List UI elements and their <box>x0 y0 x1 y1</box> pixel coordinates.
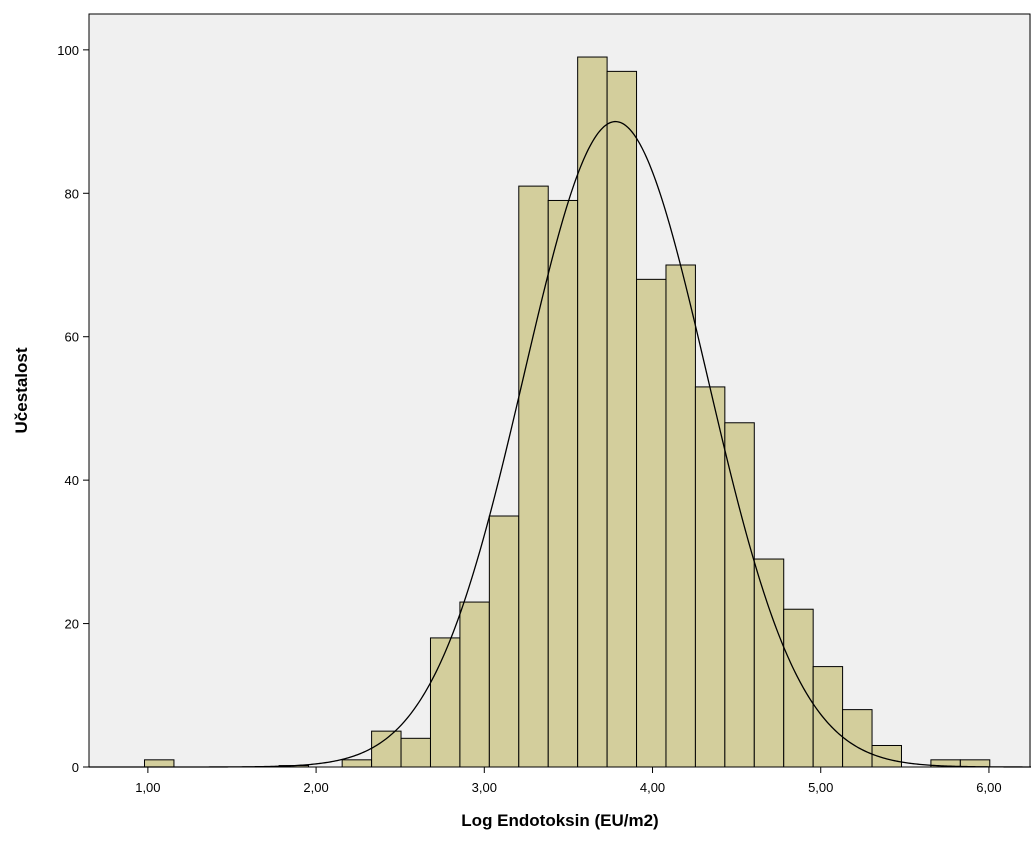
plot-frame <box>88 13 1031 768</box>
histogram-bar-9 <box>547 199 579 768</box>
histogram-bar-18 <box>812 666 844 768</box>
histogram-bar-4 <box>400 737 431 768</box>
histogram-bar-11 <box>606 70 638 768</box>
x-tick-label-3: 4,00 <box>640 780 665 795</box>
x-tick-label-0: 1,00 <box>135 780 160 795</box>
x-tick-label-5: 6,00 <box>976 780 1001 795</box>
histogram-bar-16 <box>753 558 785 768</box>
histogram-bar-3 <box>371 730 402 768</box>
x-tick-label-4: 5,00 <box>808 780 833 795</box>
y-tick-label-5: 100 <box>57 43 79 58</box>
y-tick-label-1: 20 <box>65 617 79 632</box>
histogram-bar-12 <box>636 278 667 768</box>
y-tick-label-4: 80 <box>65 186 79 201</box>
bars-group <box>144 56 991 768</box>
histogram-bar-14 <box>694 386 726 768</box>
histogram-bar-19 <box>842 709 873 768</box>
y-tick-label-3: 60 <box>65 330 79 345</box>
histogram-bar-2 <box>341 759 373 768</box>
histogram-bar-0 <box>144 759 175 768</box>
x-axis-title: Log Endotoksin (EU/m2) <box>461 811 658 830</box>
x-tick-label-2: 3,00 <box>472 780 497 795</box>
histogram-bar-6 <box>459 601 490 768</box>
histogram-bar-7 <box>488 515 520 768</box>
axes-group: 0 20 40 60 80 100 1,00 2,00 3,00 4,00 5,00 6,00 <box>57 43 1001 795</box>
histogram-bar-5 <box>429 637 461 768</box>
y-tick-label-2: 40 <box>65 473 79 488</box>
y-tick-label-0: 0 <box>72 760 79 775</box>
histogram-bar-8 <box>518 185 549 768</box>
histogram-bar-10 <box>577 56 608 768</box>
histogram-bar-13 <box>665 264 696 768</box>
x-tick-label-1: 2,00 <box>303 780 328 795</box>
y-axis-title: Učestalost <box>12 347 31 433</box>
histogram-bar-17 <box>783 608 814 768</box>
histogram-bar-15 <box>724 422 755 768</box>
